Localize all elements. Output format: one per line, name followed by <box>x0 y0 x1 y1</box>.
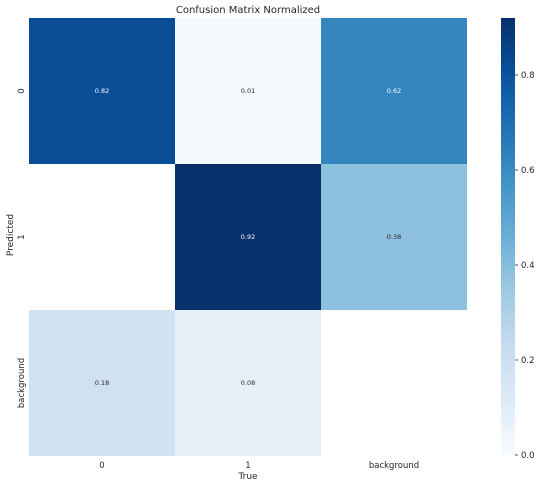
y-tick-label: 0 <box>17 88 27 93</box>
colorbar-tick-label: 0.4 <box>521 261 535 271</box>
cell-value-label: 0.62 <box>387 87 401 95</box>
y-tick-label: background <box>17 358 27 408</box>
cell-value-label: 0.82 <box>95 87 109 95</box>
colorbar-tick-label: 0.0 <box>521 451 535 461</box>
colorbar-tick-label: 0.8 <box>521 71 535 81</box>
cell-value-label: 0.08 <box>241 379 255 387</box>
heatmap-cell <box>175 164 321 310</box>
heatmap-cell <box>29 310 175 456</box>
chart-title: Confusion Matrix Normalized <box>176 5 320 16</box>
cell-value-label: 0.01 <box>241 87 255 95</box>
y-axis-label: Predicted <box>6 214 16 256</box>
cell-value-label: 0.18 <box>95 379 109 387</box>
heatmap-cells: 0.82 0.01 0.62 0.92 0.38 0.18 0.08 <box>29 18 467 456</box>
cell-value-label: 0.92 <box>241 233 255 241</box>
x-tick-label: 0 <box>99 461 104 471</box>
heatmap-cell <box>29 164 175 310</box>
colorbar-ticks: 0.0 0.2 0.4 0.6 0.8 <box>515 71 535 461</box>
heatmap-cell <box>321 164 467 310</box>
x-tick-labels: 0 1 background <box>99 461 419 471</box>
x-axis-label: True <box>237 472 258 482</box>
x-tick-label: 1 <box>245 461 250 471</box>
y-tick-label: 1 <box>17 234 27 239</box>
heatmap-cell <box>175 310 321 456</box>
x-tick-label: background <box>369 461 419 471</box>
colorbar-tick-label: 0.6 <box>521 166 535 176</box>
heatmap-cell <box>321 18 467 164</box>
heatmap-cell <box>321 310 467 456</box>
heatmap-cell <box>29 18 175 164</box>
heatmap-cell <box>175 18 321 164</box>
colorbar-tick-label: 0.2 <box>521 356 535 366</box>
cell-value-label: 0.38 <box>387 233 401 241</box>
colorbar <box>501 18 515 455</box>
y-tick-labels: 0 1 background <box>17 88 27 408</box>
